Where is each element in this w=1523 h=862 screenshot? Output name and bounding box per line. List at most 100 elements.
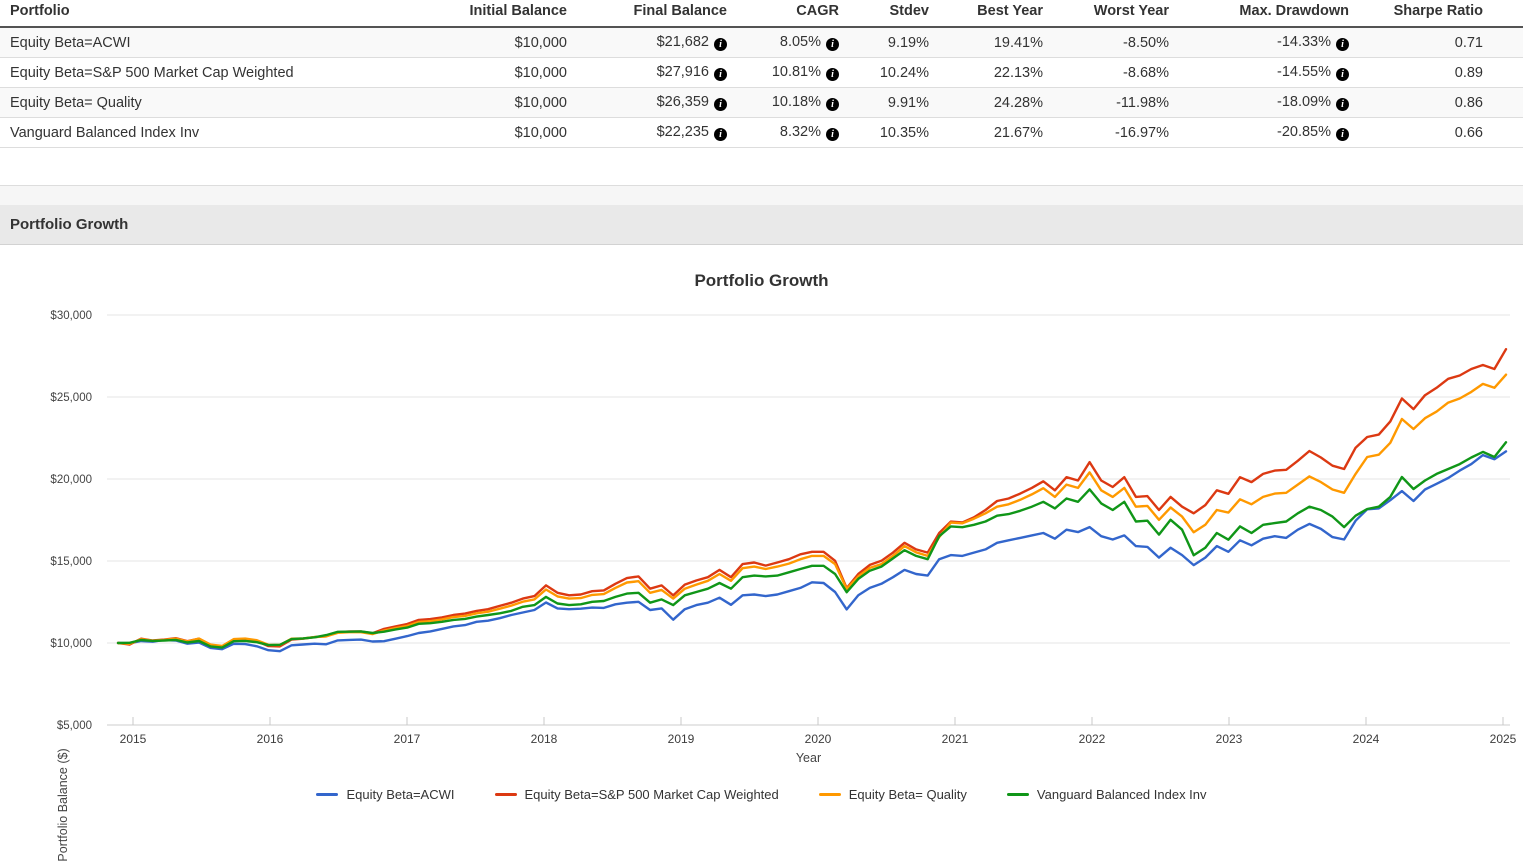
- x-tick-label: 2018: [531, 732, 558, 746]
- max-drawdown-text: -14.55%: [1276, 64, 1331, 80]
- x-axis-title: Year: [795, 751, 822, 765]
- table-header-row: Portfolio Initial Balance Final Balance …: [0, 0, 1523, 28]
- col-initial-balance: Initial Balance: [440, 0, 567, 28]
- stdev-value: 9.91%: [839, 87, 929, 118]
- table-row: Equity Beta= Quality $10,000 $26,359 i 10…: [0, 87, 1523, 118]
- best-year-value: 19.41%: [929, 27, 1043, 58]
- legend-swatch-orange: [818, 793, 841, 796]
- y-tick-label: $30,000: [50, 310, 92, 322]
- worst-year-value: -16.97%: [1043, 117, 1169, 148]
- info-icon[interactable]: i: [1336, 128, 1349, 141]
- initial-balance-value: $10,000: [440, 57, 567, 88]
- legend-item-sp500[interactable]: Equity Beta=S&P 500 Market Cap Weighted: [494, 787, 779, 802]
- max-drawdown-value: -14.33% i: [1169, 27, 1349, 58]
- x-tick-label: 2021: [942, 732, 969, 746]
- cagr-text: 10.81%: [771, 64, 821, 80]
- chart-title: Portfolio Growth: [694, 271, 829, 290]
- x-tick-label: 2017: [394, 732, 421, 746]
- series-line-equity-beta-s-p-500-market-cap-weighted: [116, 347, 1508, 649]
- best-year-value: 21.67%: [929, 117, 1043, 148]
- cagr-text: 10.18%: [771, 94, 821, 110]
- legend-label: Equity Beta=ACWI: [346, 787, 455, 802]
- max-drawdown-text: -14.33%: [1276, 34, 1331, 50]
- y-tick-label: $25,000: [50, 392, 92, 404]
- sharpe-ratio-value: 0.71: [1349, 27, 1523, 58]
- info-icon[interactable]: i: [714, 38, 727, 51]
- col-stdev: Stdev: [839, 0, 929, 28]
- x-tick-label: 2025: [1490, 732, 1517, 746]
- cagr-value: 8.32% i: [727, 117, 839, 148]
- x-tick-label: 2023: [1216, 732, 1243, 746]
- info-icon[interactable]: i: [714, 98, 727, 111]
- col-final-balance: Final Balance: [567, 0, 727, 28]
- portfolio-name: Equity Beta=ACWI: [0, 27, 440, 58]
- final-balance-text: $22,235: [656, 124, 709, 140]
- chart-legend: Equity Beta=ACWI Equity Beta=S&P 500 Mar…: [0, 787, 1523, 802]
- final-balance-text: $26,359: [656, 94, 709, 110]
- worst-year-value: -8.50%: [1043, 27, 1169, 58]
- cagr-text: 8.32%: [779, 124, 821, 140]
- info-icon[interactable]: i: [826, 128, 839, 141]
- final-balance-value: $27,916 i: [567, 57, 727, 88]
- max-drawdown-value: -20.85% i: [1169, 117, 1349, 148]
- portfolio-growth-chart: Portfolio Growth Portfolio Balance ($) $…: [0, 245, 1523, 862]
- x-tick-label: 2022: [1079, 732, 1106, 746]
- cagr-value: 8.05% i: [727, 27, 839, 58]
- x-tick-label: 2016: [257, 732, 284, 746]
- max-drawdown-text: -20.85%: [1276, 124, 1331, 140]
- info-icon[interactable]: i: [826, 68, 839, 81]
- table-row: Vanguard Balanced Index Inv $10,000 $22,…: [0, 117, 1523, 148]
- cagr-text: 8.05%: [779, 34, 821, 50]
- col-portfolio: Portfolio: [0, 0, 440, 28]
- info-icon[interactable]: i: [714, 68, 727, 81]
- section-header: Portfolio Growth: [0, 205, 1523, 245]
- col-worst-year: Worst Year: [1043, 0, 1169, 28]
- cagr-value: 10.18% i: [727, 87, 839, 118]
- y-tick-label: $10,000: [50, 638, 92, 650]
- best-year-value: 22.13%: [929, 57, 1043, 88]
- portfolio-name: Equity Beta= Quality: [0, 87, 440, 118]
- portfolio-name: Vanguard Balanced Index Inv: [0, 117, 440, 148]
- initial-balance-value: $10,000: [440, 27, 567, 58]
- x-tick-label: 2024: [1353, 732, 1380, 746]
- info-icon[interactable]: i: [1336, 38, 1349, 51]
- legend-item-vanguard[interactable]: Vanguard Balanced Index Inv: [1006, 787, 1207, 802]
- info-icon[interactable]: i: [714, 128, 727, 141]
- col-best-year: Best Year: [929, 0, 1043, 28]
- cagr-value: 10.81% i: [727, 57, 839, 88]
- legend-label: Equity Beta=S&P 500 Market Cap Weighted: [524, 787, 779, 802]
- final-balance-text: $21,682: [656, 34, 709, 50]
- info-icon[interactable]: i: [1336, 68, 1349, 81]
- col-max-drawdown: Max. Drawdown: [1169, 0, 1349, 28]
- best-year-value: 24.28%: [929, 87, 1043, 118]
- legend-swatch-blue: [316, 793, 339, 796]
- series-line-vanguard-balanced-index-inv: [116, 441, 1508, 649]
- x-tick-label: 2020: [805, 732, 832, 746]
- legend-item-acwi[interactable]: Equity Beta=ACWI: [316, 787, 455, 802]
- y-tick-label: $5,000: [57, 720, 92, 732]
- initial-balance-value: $10,000: [440, 87, 567, 118]
- legend-swatch-green: [1006, 793, 1029, 796]
- worst-year-value: -11.98%: [1043, 87, 1169, 118]
- series-line-equity-beta-quality: [116, 373, 1508, 648]
- info-icon[interactable]: i: [826, 98, 839, 111]
- max-drawdown-text: -18.09%: [1276, 94, 1331, 110]
- y-tick-label: $15,000: [50, 556, 92, 568]
- worst-year-value: -8.68%: [1043, 57, 1169, 88]
- final-balance-value: $21,682 i: [567, 27, 727, 58]
- col-cagr: CAGR: [727, 0, 839, 28]
- stdev-value: 10.35%: [839, 117, 929, 148]
- table-row: Equity Beta=ACWI $10,000 $21,682 i 8.05% i…: [0, 27, 1523, 58]
- legend-item-quality[interactable]: Equity Beta= Quality: [818, 787, 967, 802]
- sharpe-ratio-value: 0.66: [1349, 117, 1523, 148]
- info-icon[interactable]: i: [826, 38, 839, 51]
- y-tick-label: $20,000: [50, 474, 92, 486]
- legend-label: Vanguard Balanced Index Inv: [1036, 787, 1207, 802]
- info-icon[interactable]: i: [1336, 98, 1349, 111]
- section-header-strip: [0, 185, 1523, 205]
- x-tick-label: 2019: [668, 732, 695, 746]
- stdev-value: 10.24%: [839, 57, 929, 88]
- max-drawdown-value: -18.09% i: [1169, 87, 1349, 118]
- plot-svg: $30,000 $25,000 $20,000 $15,000 $10,000 $5,00…: [50, 310, 1517, 746]
